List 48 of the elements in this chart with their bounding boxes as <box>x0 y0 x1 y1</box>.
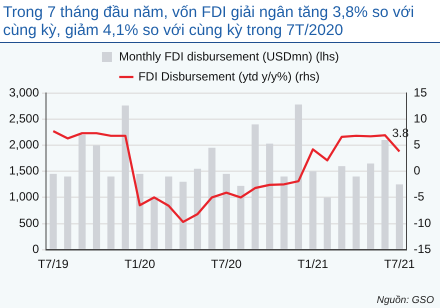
y-tick-label: 500 <box>19 216 40 230</box>
bar <box>107 176 115 249</box>
bar <box>252 124 259 249</box>
text: Nguồn: GSO <box>376 295 434 306</box>
bar <box>78 134 86 249</box>
bar <box>194 168 202 249</box>
bar <box>50 174 57 249</box>
x-tick-label: T7/20 <box>211 257 242 272</box>
y-tick-label: 1,000 <box>9 190 40 204</box>
y-tick-label: 0 <box>32 242 40 256</box>
bar <box>294 104 302 249</box>
bar <box>309 171 316 249</box>
x-tick-label: T7/21 <box>384 257 416 272</box>
y2-tick-label: -10 <box>414 216 432 230</box>
chart-title: Trong 7 tháng đầu năm, vốn FDI giải ngân tăng 3,8% so với cùng kỳ, giảm 4,1% so với cùng kỳ trong 7T/2020 <box>0 0 440 43</box>
bar <box>136 174 144 249</box>
bar <box>338 166 346 249</box>
bar <box>367 163 374 249</box>
bar <box>180 182 187 249</box>
y2-tick-label: 15 <box>414 85 428 100</box>
y2-tick-label: -5 <box>414 190 425 204</box>
y2-tick-label: 10 <box>414 111 428 126</box>
bar <box>266 144 274 249</box>
bar <box>237 186 244 249</box>
y-tick-label: 2,000 <box>9 138 40 152</box>
bar <box>396 184 404 249</box>
bar <box>92 145 100 249</box>
x-tick-label: T1/21 <box>298 257 329 272</box>
y-tick-label: 3,000 <box>9 85 40 100</box>
y2-tick-label: 5 <box>414 138 421 152</box>
bar <box>122 106 129 249</box>
bar <box>352 176 360 249</box>
bar <box>222 174 230 249</box>
bar <box>64 176 72 249</box>
bar <box>208 148 216 249</box>
y2-tick-label: 0 <box>414 164 421 178</box>
bar <box>150 197 158 249</box>
bar <box>280 176 288 249</box>
y2-tick-label: -15 <box>414 242 432 256</box>
x-tick-label: T1/20 <box>124 257 156 272</box>
legend-label: Monthly FDI disbursement (USDmn) (lhs) <box>118 49 340 64</box>
bar <box>165 176 172 249</box>
bar <box>381 140 389 249</box>
x-tick-label: T7/19 <box>38 257 69 272</box>
legend-label: FDI Disbursement (ytd y/y%) (rhs) <box>138 69 320 84</box>
y-tick-label: 2,500 <box>9 111 40 126</box>
bar <box>324 197 331 249</box>
y-tick-label: 1,500 <box>9 164 40 178</box>
